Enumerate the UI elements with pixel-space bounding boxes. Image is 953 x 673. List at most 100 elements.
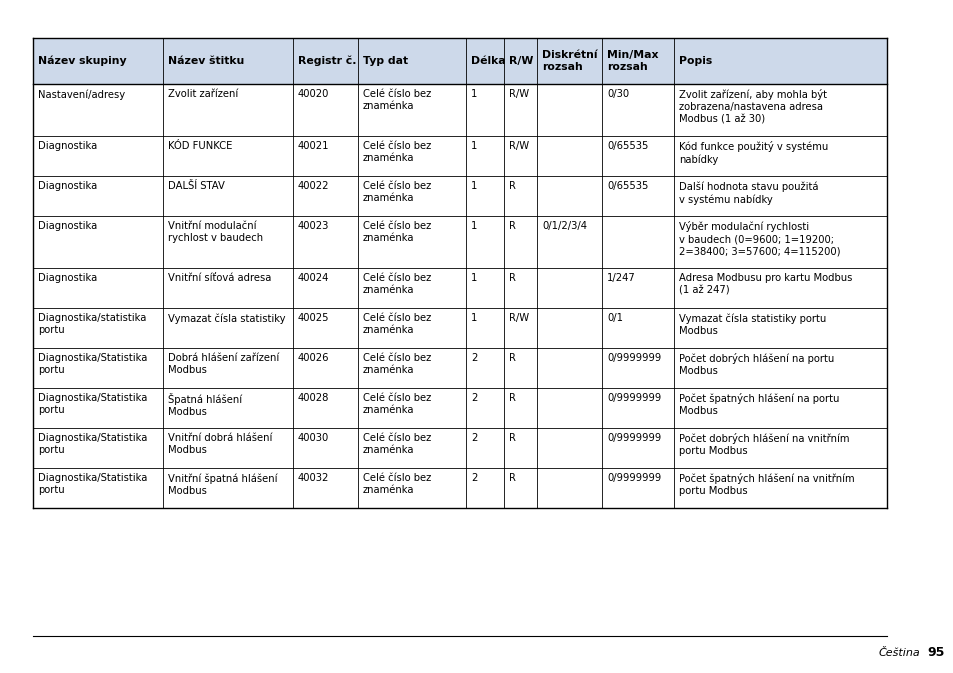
Text: Celé číslo bez
znaménka: Celé číslo bez znaménka [363,273,431,295]
Text: Popis: Popis [679,56,712,66]
Bar [33,38,163,84]
Bar [33,136,886,176]
Text: Celé číslo bez
znaménka: Celé číslo bez znaménka [363,221,431,244]
Text: DALŠÍ STAV: DALŠÍ STAV [168,181,225,191]
Text: 1: 1 [471,273,476,283]
Text: R: R [509,433,516,443]
Text: Délka: Délka [471,56,505,66]
Text: Adresa Modbusu pro kartu Modbus
(1 až 247): Adresa Modbusu pro kartu Modbus (1 až 24… [679,273,851,295]
Text: Diagnostika/statistika
portu: Diagnostika/statistika portu [38,313,146,335]
Text: 40023: 40023 [297,221,329,231]
Bar [163,38,293,84]
Text: 2: 2 [471,433,476,443]
Text: 0/9999999: 0/9999999 [606,473,660,483]
Text: Celé číslo bez
znaménka: Celé číslo bez znaménka [363,89,431,112]
Text: Vnitřní modulační
rychlost v baudech: Vnitřní modulační rychlost v baudech [168,221,263,244]
Text: R/W: R/W [509,56,533,66]
Text: Vymazat čísla statistiky: Vymazat čísla statistiky [168,313,285,324]
Text: 40026: 40026 [297,353,329,363]
Text: Diagnostika/Statistika
portu: Diagnostika/Statistika portu [38,393,147,415]
Text: 2: 2 [471,473,476,483]
Text: Diagnostika/Statistika
portu: Diagnostika/Statistika portu [38,433,147,456]
Bar [33,84,886,136]
Text: 1/247: 1/247 [606,273,635,283]
Text: Vymazat čísla statistiky portu
Modbus: Vymazat čísla statistiky portu Modbus [679,313,825,336]
Text: Registr č.: Registr č. [297,56,356,66]
Text: Celé číslo bez
znaménka: Celé číslo bez znaménka [363,353,431,376]
Bar [537,38,601,84]
Text: Vnitřní dobrá hlášení
Modbus: Vnitřní dobrá hlášení Modbus [168,433,273,456]
Bar [357,38,465,84]
Bar [673,38,886,84]
Text: 40022: 40022 [297,181,329,191]
Text: 0/65535: 0/65535 [606,141,648,151]
Text: Diskrétní
rozsah: Diskrétní rozsah [541,50,597,72]
Text: Zvolit zařízení, aby mohla být
zobrazena/nastavena adresa
Modbus (1 až 30): Zvolit zařízení, aby mohla být zobrazena… [679,89,826,125]
Text: Diagnostika/Statistika
portu: Diagnostika/Statistika portu [38,353,147,376]
Bar [33,468,886,508]
Text: Typ dat: Typ dat [363,56,408,66]
Text: Celé číslo bez
znaménka: Celé číslo bez znaménka [363,433,431,456]
Text: R: R [509,353,516,363]
Text: 0/9999999: 0/9999999 [606,393,660,403]
Text: Další hodnota stavu použitá
v systému nabídky: Další hodnota stavu použitá v systému na… [679,181,818,205]
Text: 40028: 40028 [297,393,329,403]
Text: 0/9999999: 0/9999999 [606,353,660,363]
Bar [33,308,886,348]
Text: 40021: 40021 [297,141,329,151]
Text: Celé číslo bez
znaménka: Celé číslo bez znaménka [363,313,431,335]
Bar [33,216,886,268]
Text: R: R [509,273,516,283]
Text: Celé číslo bez
znaménka: Celé číslo bez znaménka [363,141,431,164]
Text: Celé číslo bez
znaménka: Celé číslo bez znaménka [363,393,431,415]
Text: R/W: R/W [509,141,529,151]
Text: R/W: R/W [509,313,529,323]
Text: R: R [509,473,516,483]
Text: 0/1: 0/1 [606,313,622,323]
Bar [33,428,886,468]
Text: Celé číslo bez
znaménka: Celé číslo bez znaménka [363,181,431,203]
Bar [293,38,357,84]
Text: 1: 1 [471,89,476,99]
Text: 0/1/2/3/4: 0/1/2/3/4 [541,221,586,231]
Text: Celé číslo bez
znaménka: Celé číslo bez znaménka [363,473,431,495]
Text: 40032: 40032 [297,473,329,483]
Text: Diagnostika: Diagnostika [38,141,97,151]
Text: 2: 2 [471,393,476,403]
Text: R/W: R/W [509,89,529,99]
Text: 40020: 40020 [297,89,329,99]
Text: Kód funkce použitý v systému
nabídky: Kód funkce použitý v systému nabídky [679,141,827,165]
Bar [33,268,886,308]
Text: R: R [509,181,516,191]
Text: Počet dobrých hlášení na portu
Modbus: Počet dobrých hlášení na portu Modbus [679,353,833,376]
Text: Vnitřní síťová adresa: Vnitřní síťová adresa [168,273,271,283]
Text: Zvolit zařízení: Zvolit zařízení [168,89,238,99]
Text: 1: 1 [471,141,476,151]
Text: Min/Max
rozsah: Min/Max rozsah [606,50,658,72]
Text: Diagnostika: Diagnostika [38,273,97,283]
Text: Čeština: Čeština [878,648,919,658]
Bar [33,176,886,216]
Bar [465,38,503,84]
Bar [503,38,537,84]
Text: Špatná hlášení
Modbus: Špatná hlášení Modbus [168,393,242,417]
Text: Počet špatných hlášení na portu
Modbus: Počet špatných hlášení na portu Modbus [679,393,839,417]
Text: Název štitku: Název štitku [168,56,244,66]
Text: Název skupiny: Název skupiny [38,56,127,66]
Text: 40030: 40030 [297,433,329,443]
Text: R: R [509,393,516,403]
Text: Počet špatných hlášení na vnitřním
portu Modbus: Počet špatných hlášení na vnitřním portu… [679,473,854,497]
Text: Vnitřní špatná hlášení
Modbus: Vnitřní špatná hlášení Modbus [168,473,277,496]
Text: 0/30: 0/30 [606,89,628,99]
Text: Počet dobrých hlášení na vnitřním
portu Modbus: Počet dobrých hlášení na vnitřním portu … [679,433,848,456]
Text: Diagnostika: Diagnostika [38,221,97,231]
Text: 0/65535: 0/65535 [606,181,648,191]
Bar [33,348,886,388]
Text: 40025: 40025 [297,313,329,323]
Text: Diagnostika/Statistika
portu: Diagnostika/Statistika portu [38,473,147,495]
Text: Diagnostika: Diagnostika [38,181,97,191]
Bar [33,388,886,428]
Text: Výběr modulační rychlosti
v baudech (0=9600; 1=19200;
2=38400; 3=57600; 4=115200: Výběr modulační rychlosti v baudech (0=9… [679,221,840,257]
Text: 1: 1 [471,313,476,323]
Text: Nastavení/adresy: Nastavení/adresy [38,89,125,100]
